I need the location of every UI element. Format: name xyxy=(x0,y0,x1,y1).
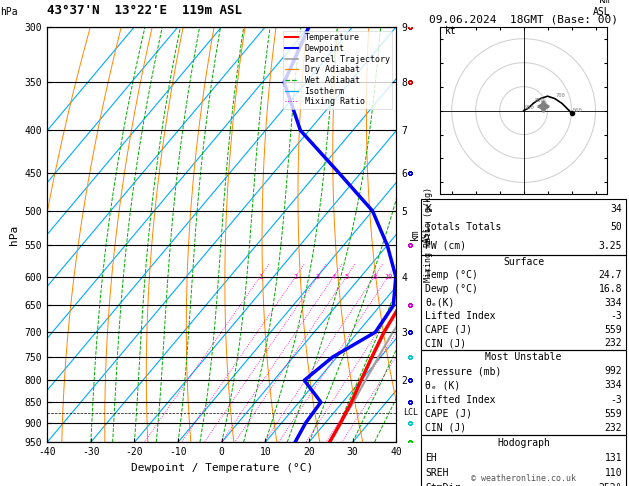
Text: 334: 334 xyxy=(604,381,622,390)
Text: 232: 232 xyxy=(604,423,622,433)
Text: 4: 4 xyxy=(331,274,336,279)
Text: SREH: SREH xyxy=(425,468,448,478)
Text: -3: -3 xyxy=(610,395,622,404)
Text: 700: 700 xyxy=(556,93,565,98)
Text: Hodograph: Hodograph xyxy=(497,437,550,448)
Text: Most Unstable: Most Unstable xyxy=(486,352,562,362)
Text: 16.8: 16.8 xyxy=(599,284,622,294)
Legend: Temperature, Dewpoint, Parcel Trajectory, Dry Adiabat, Wet Adiabat, Isotherm, Mi: Temperature, Dewpoint, Parcel Trajectory… xyxy=(283,31,392,109)
Text: Lifted Index: Lifted Index xyxy=(425,311,496,321)
Text: 8: 8 xyxy=(372,274,376,279)
Text: Totals Totals: Totals Totals xyxy=(425,222,501,232)
Text: 5: 5 xyxy=(344,274,348,279)
Text: LCL: LCL xyxy=(403,408,418,417)
Text: 334: 334 xyxy=(604,297,622,308)
Text: 50: 50 xyxy=(610,222,622,232)
Text: Lifted Index: Lifted Index xyxy=(425,395,496,404)
Text: Mixing Ratio (g/kg): Mixing Ratio (g/kg) xyxy=(424,187,433,282)
Text: 500: 500 xyxy=(573,108,582,113)
Text: 34: 34 xyxy=(610,204,622,213)
Text: 559: 559 xyxy=(604,325,622,335)
Text: 24.7: 24.7 xyxy=(599,270,622,280)
Text: 3: 3 xyxy=(315,274,320,279)
Text: EH: EH xyxy=(425,452,437,463)
Text: K: K xyxy=(425,204,431,213)
Text: Surface: Surface xyxy=(503,257,544,267)
Text: PW (cm): PW (cm) xyxy=(425,241,466,251)
Text: 252°: 252° xyxy=(599,483,622,486)
Text: 131: 131 xyxy=(604,452,622,463)
Text: 09.06.2024  18GMT (Base: 00): 09.06.2024 18GMT (Base: 00) xyxy=(429,15,618,25)
Y-axis label: hPa: hPa xyxy=(9,225,19,244)
Text: -3: -3 xyxy=(610,311,622,321)
Text: Dewp (°C): Dewp (°C) xyxy=(425,284,478,294)
Text: StmDir: StmDir xyxy=(425,483,460,486)
Y-axis label: km
ASL: km ASL xyxy=(409,226,431,243)
Text: θₑ(K): θₑ(K) xyxy=(425,297,455,308)
Text: CAPE (J): CAPE (J) xyxy=(425,409,472,419)
Text: hPa: hPa xyxy=(0,7,18,17)
Text: 43°37'N  13°22'E  119m ASL: 43°37'N 13°22'E 119m ASL xyxy=(47,4,242,17)
Text: CIN (J): CIN (J) xyxy=(425,423,466,433)
Text: 1: 1 xyxy=(258,274,262,279)
X-axis label: Dewpoint / Temperature (°C): Dewpoint / Temperature (°C) xyxy=(131,463,313,473)
Text: © weatheronline.co.uk: © weatheronline.co.uk xyxy=(471,474,576,483)
Text: 3.25: 3.25 xyxy=(599,241,622,251)
Text: 232: 232 xyxy=(604,338,622,348)
Text: CAPE (J): CAPE (J) xyxy=(425,325,472,335)
Text: kt: kt xyxy=(445,26,457,36)
Text: 850: 850 xyxy=(535,98,544,103)
Text: 110: 110 xyxy=(604,468,622,478)
Text: 992: 992 xyxy=(604,366,622,376)
Text: 10: 10 xyxy=(384,274,392,279)
Text: 2: 2 xyxy=(294,274,298,279)
Text: Pressure (mb): Pressure (mb) xyxy=(425,366,501,376)
Text: km
ASL: km ASL xyxy=(593,0,610,17)
Text: θₑ (K): θₑ (K) xyxy=(425,381,460,390)
Text: Temp (°C): Temp (°C) xyxy=(425,270,478,280)
Text: 559: 559 xyxy=(604,409,622,419)
Text: CIN (J): CIN (J) xyxy=(425,338,466,348)
Text: 950: 950 xyxy=(525,105,535,110)
